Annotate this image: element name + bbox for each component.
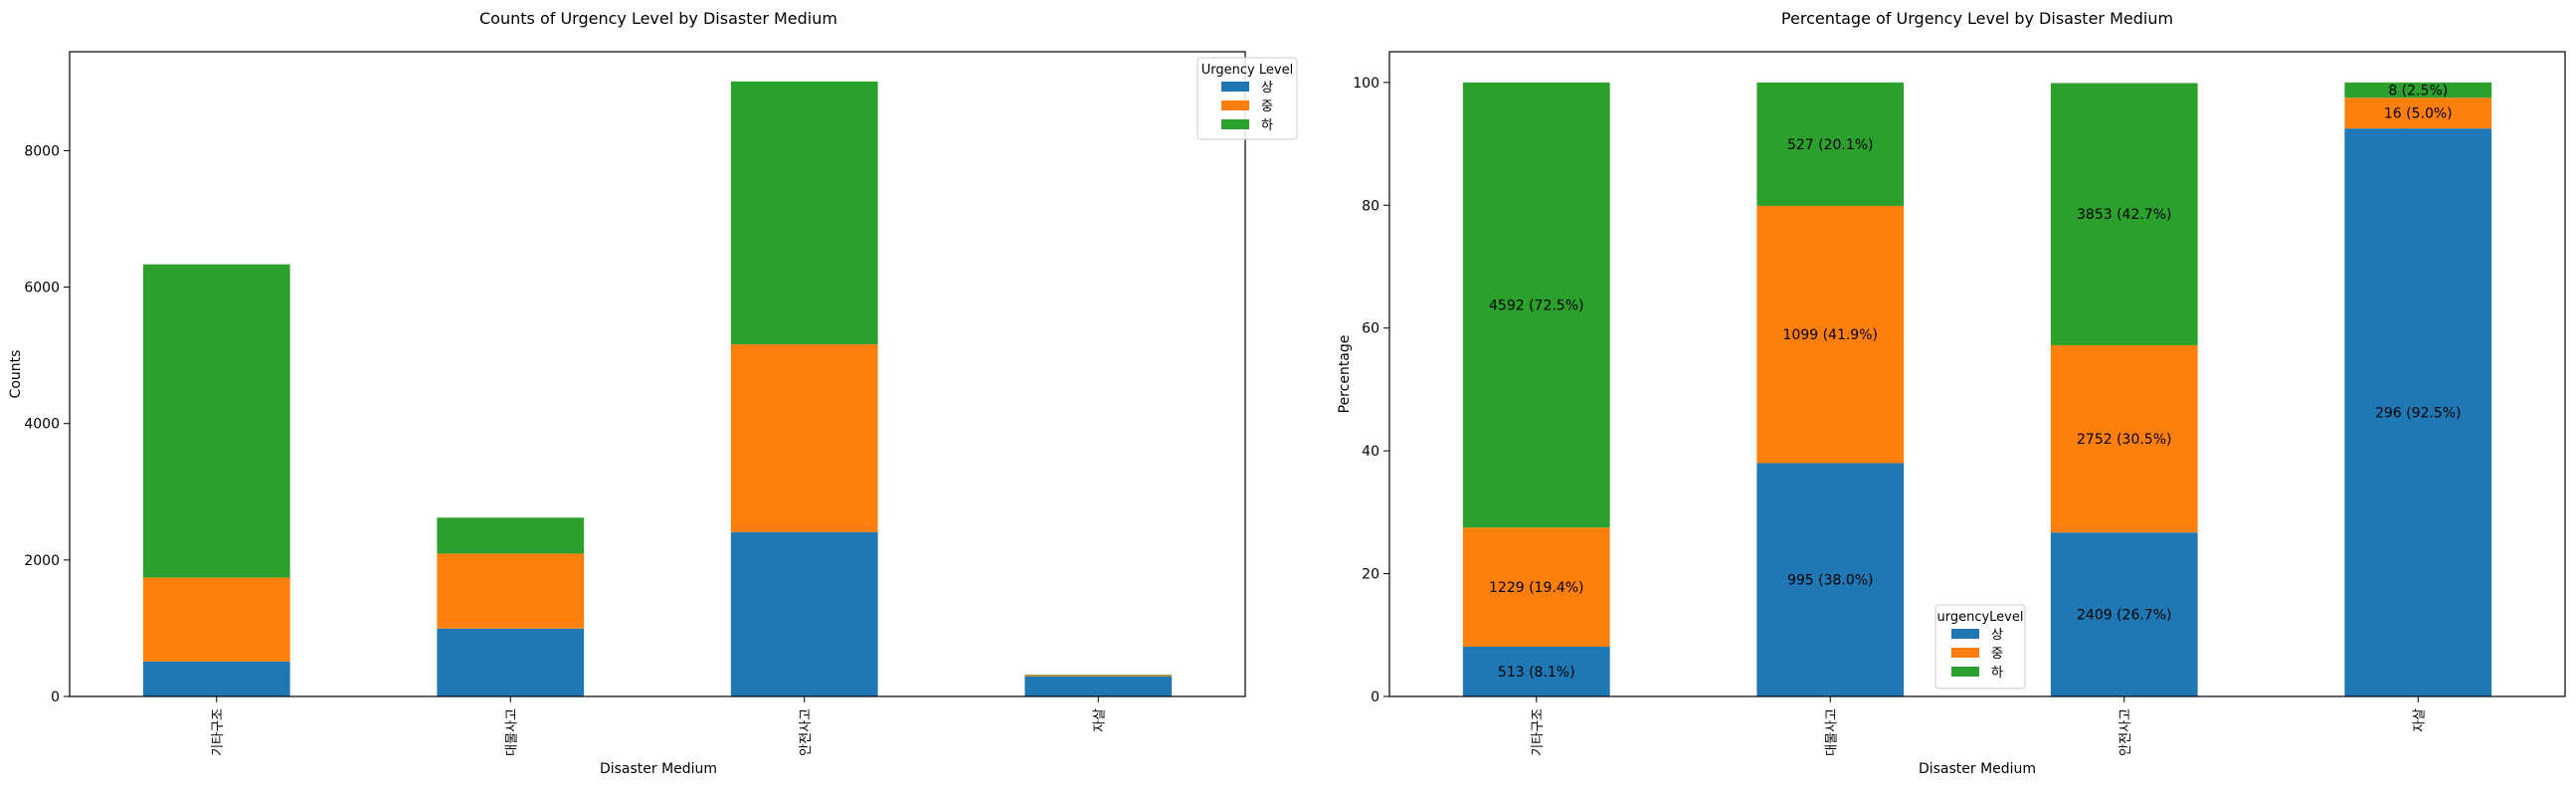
y-tick-label: 6000	[24, 281, 60, 296]
bar-1-2	[1756, 82, 1905, 206]
x-tick-label: 안전사고	[2118, 708, 2133, 756]
data-label-2-2: 3853 (42.7%)	[2077, 207, 2171, 223]
data-label-1-0: 995 (38.0%)	[1787, 573, 1874, 589]
bar-3-1	[2344, 98, 2492, 129]
percentage-chart: Percentage of Urgency Level by Disaster …	[1337, 9, 2566, 777]
legend-title: urgencyLevel	[1936, 610, 2023, 625]
y-axis-ticks: 0 20 40 60 80 100	[1353, 76, 1389, 705]
bar-0-2	[1462, 82, 1610, 528]
x-tick-label: 안전사고	[799, 708, 814, 756]
bar-2-2	[2050, 83, 2198, 345]
x-tick-label: 대물사고	[504, 708, 519, 756]
bar-3-0	[1024, 676, 1173, 696]
x-axis-label: Disaster Medium	[1919, 761, 2036, 777]
legend-entry-2: 하	[1991, 666, 2003, 681]
y-tick-label: 4000	[24, 417, 60, 433]
bar-2-1	[730, 344, 878, 532]
bar-0-0	[1462, 647, 1610, 696]
plot-frame	[1388, 51, 2566, 697]
legend-entry-0: 상	[1261, 81, 1273, 96]
y-tick-label: 2000	[24, 553, 60, 569]
legend-swatch-2	[1221, 119, 1249, 129]
counts-chart: Counts of Urgency Level by Disaster Medi…	[8, 9, 1298, 777]
x-tick-label: 기타구조	[211, 708, 226, 756]
y-tick-label: 0	[51, 689, 60, 705]
bar-0-0	[142, 661, 290, 696]
x-tick-label: 자살	[2412, 708, 2427, 732]
data-label-3-0: 296 (92.5%)	[2375, 406, 2462, 422]
bar-3-0	[2344, 128, 2492, 697]
data-label-2-1: 2752 (30.5%)	[2077, 432, 2171, 448]
legend-title: Urgency Level	[1201, 63, 1293, 78]
data-label-1-2: 527 (20.1%)	[1787, 137, 1874, 153]
bar-2-1	[2050, 344, 2198, 533]
legend-box	[1196, 57, 1298, 140]
data-label-3-2: 8 (2.5%)	[2388, 84, 2448, 99]
bar-1-2	[437, 517, 585, 554]
y-tick-label: 60	[1362, 321, 1380, 337]
data-label-3-1: 16 (5.0%)	[2384, 106, 2453, 122]
bar-3-1	[1024, 675, 1173, 677]
y-tick-label: 8000	[24, 143, 60, 159]
legend-entry-2: 하	[1261, 118, 1273, 133]
y-tick-label: 40	[1362, 444, 1380, 460]
data-label-2-0: 2409 (26.7%)	[2077, 608, 2171, 624]
data-label-0-1: 1229 (19.4%)	[1489, 580, 1583, 596]
y-tick-label: 100	[1353, 76, 1380, 92]
y-axis-ticks: 0 2000 4000 6000 8000	[24, 143, 70, 705]
y-tick-label: 80	[1362, 198, 1380, 214]
legend-swatch-0	[1951, 629, 1979, 639]
y-tick-label: 20	[1362, 567, 1380, 583]
bar-2-0	[2050, 532, 2198, 696]
bars	[142, 81, 1173, 696]
bar-1-1	[1756, 205, 1905, 464]
bar-0-2	[142, 264, 290, 578]
bar-2-2	[730, 81, 878, 345]
plot-frame	[69, 51, 1246, 697]
bar-1-1	[437, 553, 585, 629]
bar-2-0	[730, 531, 878, 696]
x-tick-label: 기타구조	[1531, 708, 1546, 756]
bar-0-1	[142, 577, 290, 662]
x-tick-label: 대물사고	[1824, 708, 1839, 756]
bar-labels: 513 (8.1%) 1229 (19.4%) 4592 (72.5%) 995 (3…	[1489, 84, 2462, 681]
legend-entry-1: 중	[1991, 647, 2003, 662]
bar-0-1	[1462, 527, 1610, 648]
data-label-1-1: 1099 (41.9%)	[1783, 327, 1878, 343]
data-label-0-2: 4592 (72.5%)	[1489, 298, 1583, 314]
bar-3-2	[2344, 82, 2492, 98]
legend-entry-1: 중	[1261, 99, 1273, 114]
legend-swatch-1	[1951, 648, 1979, 658]
legend-swatch-0	[1221, 82, 1249, 92]
data-label-0-0: 513 (8.1%)	[1498, 665, 1575, 681]
bar-1-0	[1756, 463, 1905, 696]
legend-swatch-2	[1951, 667, 1979, 677]
bars	[1462, 82, 2492, 697]
bar-3-2	[1024, 675, 1173, 676]
legend: urgencyLevel 상 중 하	[1934, 604, 2026, 689]
x-axis-label: Disaster Medium	[600, 761, 717, 777]
x-axis-ticks: 기타구조 대물사고 안전사고 자살	[1531, 696, 2427, 756]
y-tick-label: 0	[1371, 689, 1380, 705]
chart-title: Percentage of Urgency Level by Disaster …	[1781, 9, 2173, 28]
x-axis-ticks: 기타구조 대물사고 안전사고 자살	[211, 696, 1107, 756]
legend: Urgency Level 상 중 하	[1196, 57, 1298, 140]
x-tick-label: 자살	[1092, 708, 1107, 732]
legend-entry-0: 상	[1991, 628, 2003, 643]
y-axis-label: Percentage	[1337, 335, 1353, 414]
legend-swatch-1	[1221, 100, 1249, 110]
bar-1-0	[437, 628, 585, 696]
y-axis-label: Counts	[8, 350, 24, 399]
chart-title: Counts of Urgency Level by Disaster Medi…	[479, 9, 837, 28]
